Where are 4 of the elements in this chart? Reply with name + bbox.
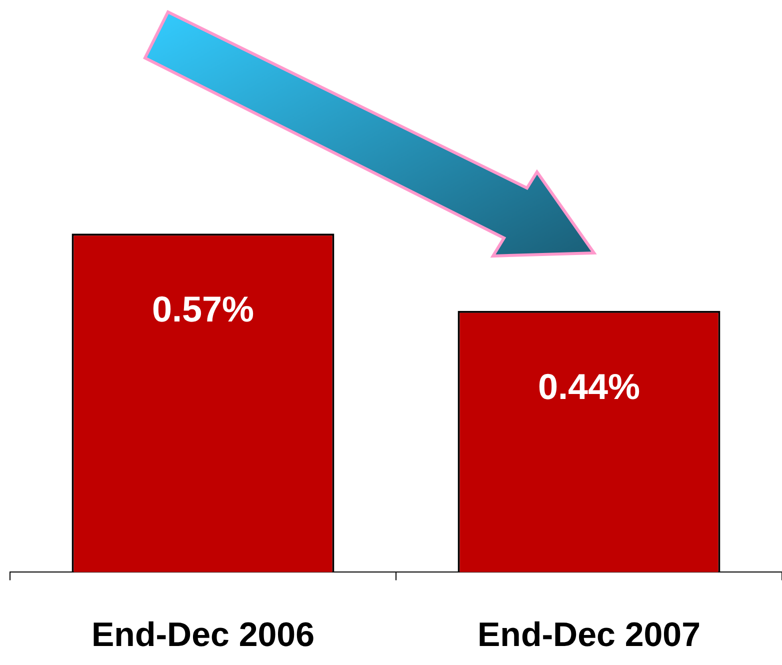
data-label: 0.44% xyxy=(538,366,640,407)
x-tick-label: End-Dec 2007 xyxy=(478,616,700,654)
x-tick-label: End-Dec 2006 xyxy=(92,616,314,654)
data-label: 0.57% xyxy=(152,288,254,330)
